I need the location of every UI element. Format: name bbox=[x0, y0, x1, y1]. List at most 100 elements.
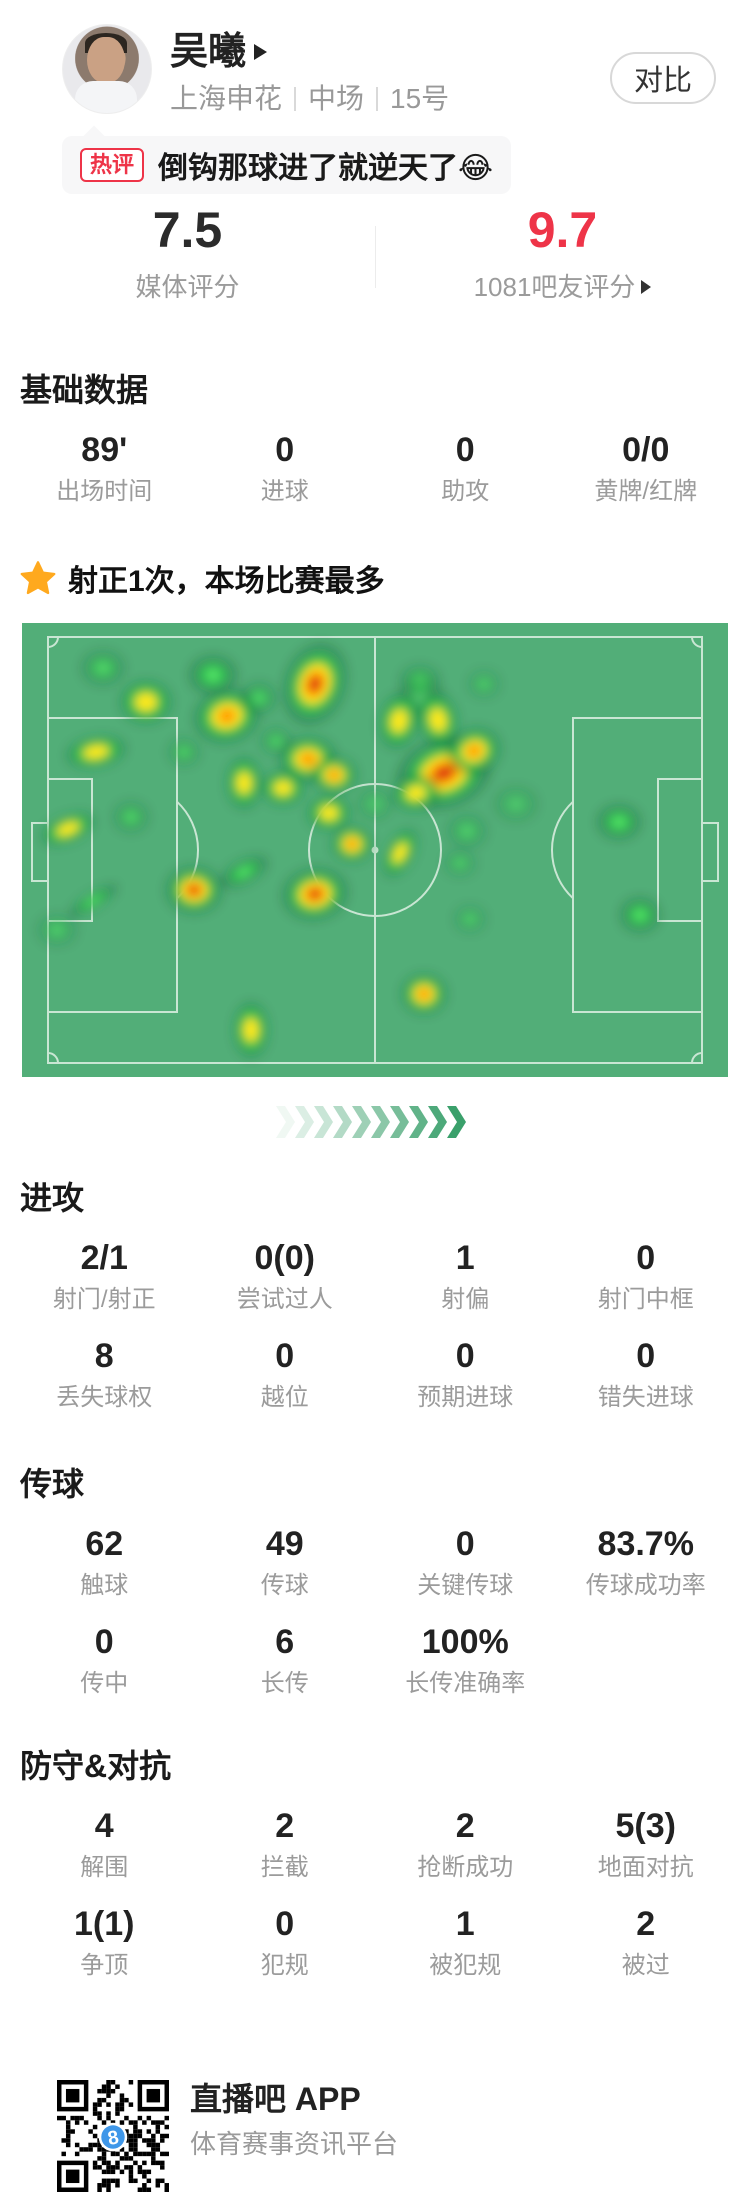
stat-item: 0 传中 bbox=[14, 1622, 195, 1698]
section-basic: 基础数据 89' 出场时间 0 进球 0 助攻 0/0 黄牌/红牌 bbox=[0, 372, 750, 506]
separator bbox=[376, 87, 379, 111]
stat-label: 黄牌/红牌 bbox=[594, 478, 698, 505]
stat-item: 4 解围 bbox=[14, 1806, 195, 1882]
stat-item: 49 传球 bbox=[195, 1524, 376, 1600]
name-arrow-icon bbox=[254, 44, 268, 60]
stat-item: 1 射偏 bbox=[375, 1238, 556, 1314]
stat-label: 射门/射正 bbox=[52, 1286, 156, 1313]
avatar-face bbox=[87, 37, 125, 83]
stat-item: 0 预期进球 bbox=[375, 1336, 556, 1412]
stat-value: 49 bbox=[265, 1525, 304, 1563]
stat-item: 0(0) 尝试过人 bbox=[195, 1238, 376, 1314]
stat-item: 8 丢失球权 bbox=[14, 1336, 195, 1412]
highlight-text: 射正1次，本场比赛最多 bbox=[68, 565, 385, 598]
stat-value: 6 bbox=[275, 1623, 295, 1661]
defense-stat-grid: 4 解围 2 拦截 2 抢断成功 5(3) 地面对抗 1(1) 争顶 0 犯规 1 被犯规 2 被过 bbox=[0, 1806, 750, 1980]
stat-item: 2 被过 bbox=[556, 1904, 737, 1980]
stat-label: 长传 bbox=[260, 1670, 309, 1697]
hot-comment-badge: 热评 bbox=[80, 148, 145, 182]
stat-value: 0(0) bbox=[254, 1239, 315, 1277]
stat-value: 83.7% bbox=[597, 1525, 694, 1563]
stat-label: 拦截 bbox=[260, 1854, 309, 1881]
stat-label: 尝试过人 bbox=[236, 1286, 333, 1313]
pitch-svg bbox=[22, 623, 728, 1077]
media-rating: 7.5 媒体评分 bbox=[0, 202, 375, 314]
stat-item: 5(3) 地面对抗 bbox=[556, 1806, 737, 1882]
section-defense: 防守&对抗 4 解围 2 拦截 2 抢断成功 5(3) 地面对抗 1(1) 争顶 0 犯规 1 被犯规 2 被… bbox=[0, 1748, 750, 1980]
section-passing: 传球 62 触球 49 传球 0 关键传球 83.7% 传球成功率 0 传中 6 长传 100% 长传准确… bbox=[0, 1466, 750, 1698]
stat-value: 5(3) bbox=[615, 1807, 676, 1845]
star-icon bbox=[20, 561, 56, 595]
stat-item: 0 错失进球 bbox=[556, 1336, 737, 1412]
stat-label: 触球 bbox=[80, 1572, 129, 1599]
fans-rating-label[interactable]: 1081吧友评分 bbox=[375, 272, 750, 302]
player-avatar[interactable] bbox=[62, 24, 152, 114]
stat-value: 0 bbox=[275, 431, 295, 469]
stat-value: 100% bbox=[421, 1623, 509, 1661]
stat-item: 89' 出场时间 bbox=[14, 430, 195, 506]
chevron-divider bbox=[276, 1106, 466, 1138]
chevron-icon bbox=[371, 1106, 390, 1138]
stat-item: 83.7% 传球成功率 bbox=[556, 1524, 737, 1600]
stat-item: 0 越位 bbox=[195, 1336, 376, 1412]
media-rating-value: 7.5 bbox=[152, 202, 223, 258]
stat-item: 6 长传 bbox=[195, 1622, 376, 1698]
stat-value: 62 bbox=[85, 1525, 124, 1563]
stat-label: 射偏 bbox=[441, 1286, 490, 1313]
separator bbox=[294, 87, 297, 111]
stat-value: 0 bbox=[636, 1239, 656, 1277]
section-attack: 进攻 2/1 射门/射正 0(0) 尝试过人 1 射偏 0 射门中框 8 丢失球权 0 越位 0 预期进球… bbox=[0, 1180, 750, 1412]
stat-value: 2/1 bbox=[80, 1239, 128, 1277]
stat-label: 传球 bbox=[260, 1572, 309, 1599]
stat-label: 传中 bbox=[80, 1670, 129, 1697]
qr-code: 8 bbox=[57, 2080, 169, 2192]
stat-item: 2 拦截 bbox=[195, 1806, 376, 1882]
stat-label: 抢断成功 bbox=[417, 1854, 514, 1881]
stat-label: 出场时间 bbox=[56, 478, 153, 505]
stat-value: 4 bbox=[94, 1807, 114, 1845]
stat-label: 关键传球 bbox=[417, 1572, 514, 1599]
fans-rating-value: 9.7 bbox=[527, 202, 598, 258]
stat-item: 1 被犯规 bbox=[375, 1904, 556, 1980]
stat-item: 2 抢断成功 bbox=[375, 1806, 556, 1882]
ratings-divider bbox=[375, 226, 376, 288]
stat-label: 争顶 bbox=[80, 1952, 129, 1979]
passing-stat-grid: 62 触球 49 传球 0 关键传球 83.7% 传球成功率 0 传中 6 长传 100% 长传准确率 bbox=[0, 1524, 750, 1698]
hot-comment-bubble[interactable]: 热评 倒钩那球进了就逆天了😂 bbox=[62, 136, 512, 194]
stat-value: 89' bbox=[81, 431, 128, 469]
stat-label: 进球 bbox=[260, 478, 309, 505]
stat-value: 0/0 bbox=[622, 431, 670, 469]
player-number: 15号 bbox=[390, 83, 450, 114]
stat-item: 1(1) 争顶 bbox=[14, 1904, 195, 1980]
fans-rating-arrow-icon bbox=[641, 280, 652, 294]
stat-label: 助攻 bbox=[441, 478, 490, 505]
stat-value: 1 bbox=[455, 1239, 475, 1277]
stat-label: 被过 bbox=[621, 1952, 670, 1979]
compare-button[interactable]: 对比 bbox=[610, 52, 716, 104]
footer-app-name: 直播吧 APP bbox=[190, 2081, 361, 2117]
player-name-row[interactable]: 吴曦 bbox=[170, 30, 268, 74]
chevron-icon bbox=[447, 1106, 466, 1138]
hot-comment-text: 倒钩那球进了就逆天了😂 bbox=[158, 152, 494, 185]
player-position: 中场 bbox=[308, 83, 365, 114]
stat-item: 0 犯规 bbox=[195, 1904, 376, 1980]
stat-value: 1(1) bbox=[74, 1905, 135, 1943]
chevron-icon bbox=[409, 1106, 428, 1138]
stat-item: 62 触球 bbox=[14, 1524, 195, 1600]
chevron-icon bbox=[295, 1106, 314, 1138]
chevron-icon bbox=[428, 1106, 447, 1138]
stat-value: 0 bbox=[94, 1623, 114, 1661]
stat-label: 地面对抗 bbox=[597, 1854, 694, 1881]
stat-label: 射门中框 bbox=[597, 1286, 694, 1313]
stat-value: 2 bbox=[636, 1905, 656, 1943]
fans-rating[interactable]: 9.7 1081吧友评分 bbox=[375, 202, 750, 314]
highlight-line: 射正1次，本场比赛最多 bbox=[20, 556, 385, 600]
stat-value: 0 bbox=[455, 431, 475, 469]
stat-item: 0 进球 bbox=[195, 430, 376, 506]
stat-label: 被犯规 bbox=[429, 1952, 502, 1979]
stat-item: 0/0 黄牌/红牌 bbox=[556, 430, 737, 506]
section-title-basic: 基础数据 bbox=[20, 372, 149, 408]
chevron-icon bbox=[352, 1106, 371, 1138]
stat-item: 0 助攻 bbox=[375, 430, 556, 506]
media-rating-label: 媒体评分 bbox=[0, 272, 375, 302]
